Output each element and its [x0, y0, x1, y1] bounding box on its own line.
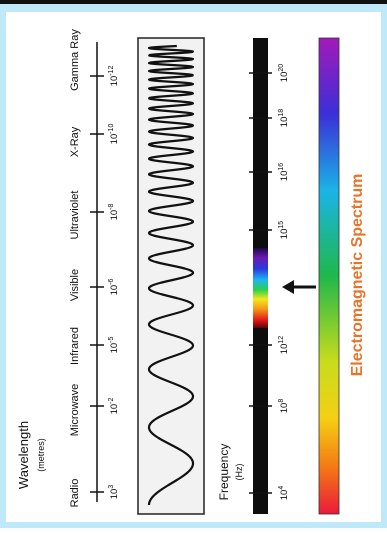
wavelength-label: Wavelength [16, 421, 31, 489]
region-label: Visible [69, 269, 81, 301]
wavelength-tick-label: 103 [108, 485, 120, 500]
region-label: X-Ray [69, 126, 81, 157]
frequency-ticks [249, 72, 272, 494]
frequency-tick-label: 104 [278, 486, 290, 501]
region-label: Gamma Ray [69, 29, 81, 91]
frequency-tick-label: 1016 [278, 163, 290, 181]
region-label: Ultraviolet [69, 191, 81, 240]
frequency-unit: (Hz) [234, 464, 244, 481]
wavelength-tick-label: 10-10 [108, 124, 120, 145]
arrow-left-icon [282, 280, 316, 294]
wavelength-tick-label: 10-5 [108, 336, 120, 353]
wave-box [137, 37, 205, 515]
frequency-tick-label: 1015 [278, 221, 290, 239]
region-label: Radio [69, 479, 81, 508]
frequency-tick-label: 1018 [278, 109, 290, 127]
wavelength-unit: (metres) [36, 438, 46, 472]
diagram-title: Electromagnetic Spectrum [349, 174, 366, 377]
region-labels: Radio Microwave Infrared Visible Ultravi… [69, 29, 81, 508]
frequency-tick-label: 1012 [278, 336, 290, 354]
region-label: Infrared [69, 327, 81, 365]
visible-band [253, 248, 268, 328]
wave-curve [147, 44, 195, 506]
wavelength-tick-label: 10-12 [108, 66, 120, 87]
frequency-tick-label: 1020 [278, 64, 290, 82]
wavelength-tick-labels: 103 10-2 10-5 10-6 10-8 10-10 10-12 [108, 66, 120, 500]
visible-spectrum-strip [318, 37, 340, 515]
region-label: Microwave [69, 384, 81, 437]
wavelength-tick-label: 10-8 [108, 203, 120, 220]
wavelength-tick-label: 10-2 [108, 397, 120, 414]
frequency-tick-label: 108 [278, 399, 290, 414]
wavelength-ticks [90, 75, 104, 493]
top-rule [0, 0, 387, 4]
wavelength-tick-label: 10-6 [108, 278, 120, 295]
frequency-tick-labels: 104 108 1012 1015 1016 1018 1020 [278, 64, 290, 501]
frequency-label: Frequency [217, 444, 231, 501]
